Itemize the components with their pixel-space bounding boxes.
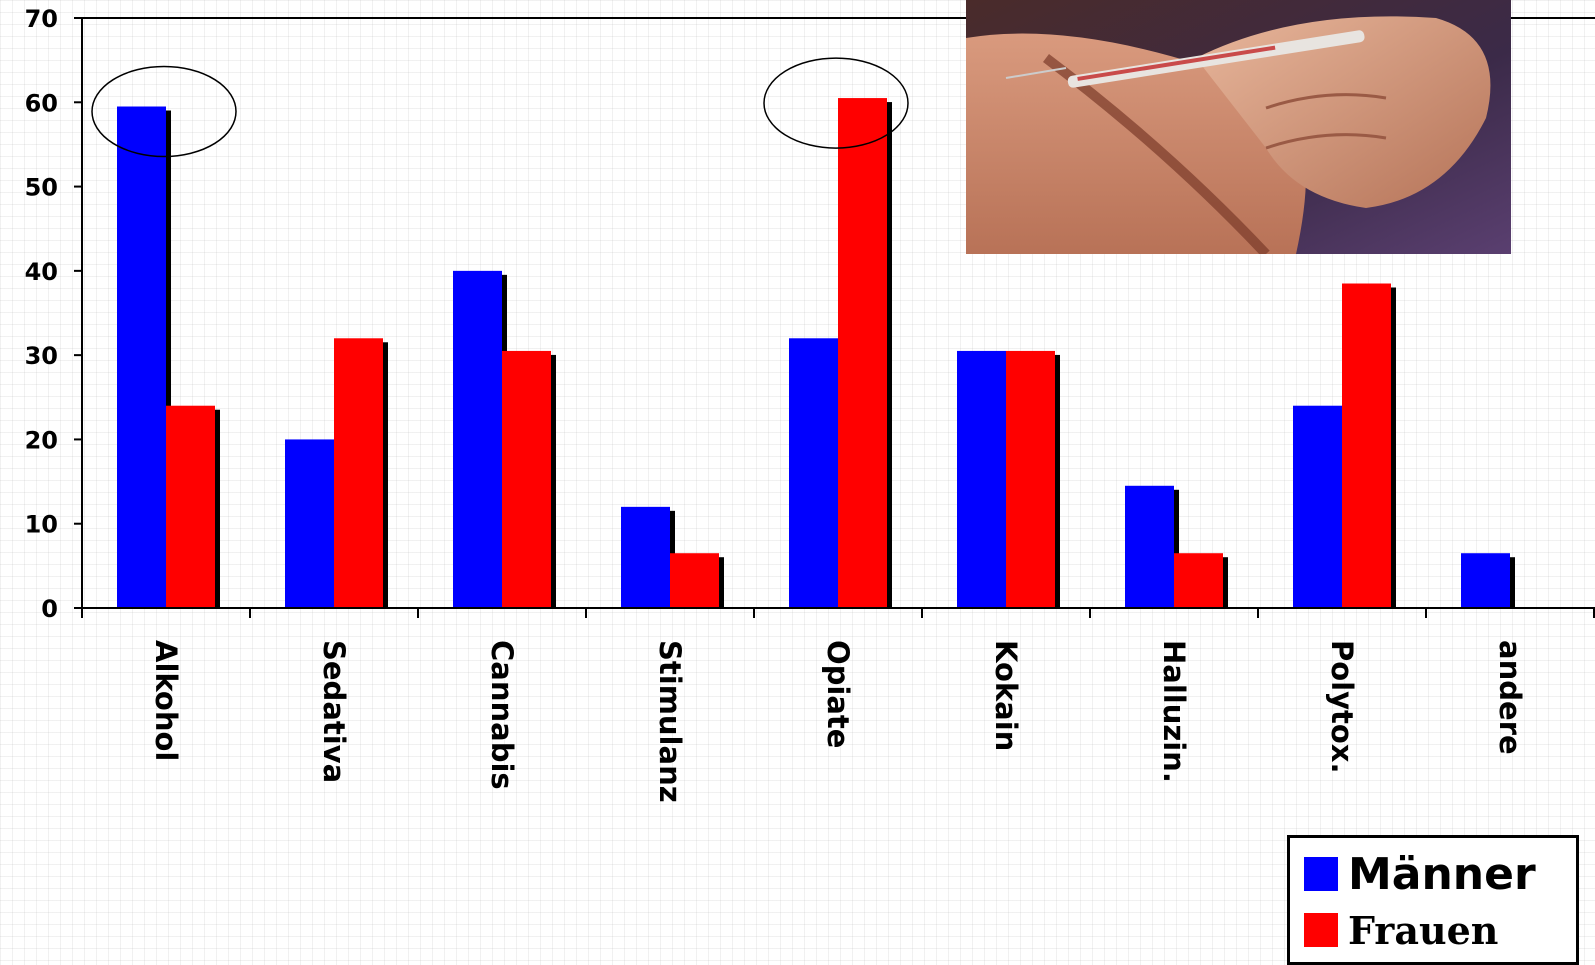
x-category-label: Opiate [821, 640, 855, 748]
x-category-label: andere [1493, 640, 1527, 755]
bar-frauen [1342, 283, 1391, 608]
bar-frauen [1006, 350, 1055, 608]
bar-maenner [285, 439, 334, 608]
legend-item-frauen: Frauen [1304, 907, 1499, 953]
y-tick-label: 10 [25, 511, 58, 539]
bar-maenner [621, 506, 670, 608]
bar-maenner [957, 350, 1006, 608]
bar-frauen [502, 350, 551, 608]
legend: Männer Frauen [1287, 835, 1579, 965]
x-category-label: Cannabis [485, 640, 519, 790]
x-category-label: Polytox. [1325, 640, 1359, 774]
bar-maenner [1125, 485, 1174, 608]
bar-maenner [1293, 405, 1342, 608]
x-category-label: Sedativa [317, 640, 351, 783]
syringe-photo [966, 0, 1511, 254]
legend-item-maenner: Männer [1304, 849, 1536, 900]
y-tick-label: 40 [25, 258, 58, 286]
y-tick-label: 50 [25, 174, 58, 202]
plot-area: 0 10 20 30 40 50 60 70 Alkohol Sedativa Cannabis St… [25, 5, 1595, 803]
legend-label-frauen: Frauen [1348, 907, 1499, 953]
highlight-ellipse [763, 57, 909, 149]
x-category-label: Alkohol [149, 640, 183, 761]
y-tick-label: 0 [41, 595, 58, 623]
bar-frauen [1174, 553, 1223, 608]
bar-maenner [117, 106, 166, 608]
y-tick-label: 20 [25, 426, 58, 454]
bar-maenner [789, 338, 838, 608]
y-tick-label: 30 [25, 342, 58, 370]
x-category-label: Stimulanz [653, 640, 687, 803]
bar-maenner [1461, 553, 1510, 608]
x-category-label: Halluzin. [1157, 640, 1191, 783]
bar-frauen [838, 98, 887, 609]
legend-label-maenner: Männer [1348, 848, 1536, 900]
bar-frauen [334, 338, 383, 608]
bar-frauen [670, 553, 719, 608]
bar-frauen [166, 405, 215, 608]
highlight-ellipse [91, 65, 237, 158]
legend-swatch-maenner [1304, 857, 1338, 891]
y-tick-label: 60 [25, 89, 58, 117]
bar-maenner [453, 270, 502, 608]
y-tick-label: 70 [25, 5, 58, 33]
legend-swatch-frauen [1304, 913, 1338, 947]
x-category-label: Kokain [989, 640, 1023, 751]
